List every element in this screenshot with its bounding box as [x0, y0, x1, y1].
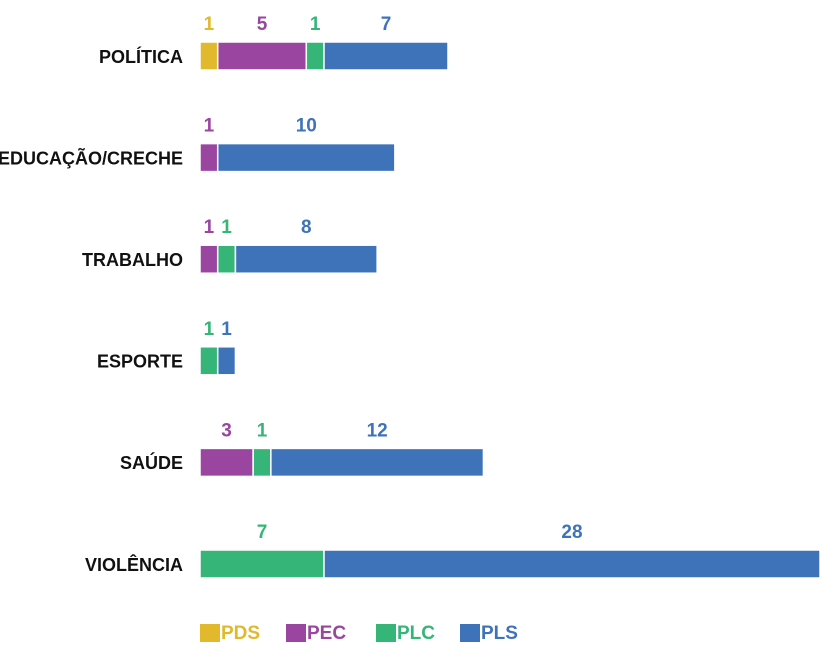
- bar-segment: [234, 244, 378, 274]
- category-label: TRABALHO: [82, 250, 183, 270]
- bar-segment: [305, 41, 325, 71]
- value-label: 1: [204, 319, 215, 340]
- bar-segment: [199, 447, 254, 478]
- bar-segment: [216, 142, 396, 173]
- bar-segment: [199, 549, 325, 579]
- legend-swatch: [460, 624, 480, 642]
- value-label: 3: [221, 420, 232, 441]
- value-label: 1: [257, 420, 268, 441]
- bar-segment: [216, 244, 237, 274]
- bar-segment: [323, 41, 449, 71]
- value-label: 10: [296, 116, 317, 137]
- value-label: 1: [204, 116, 215, 137]
- legend-swatch: [376, 624, 396, 642]
- value-label: 1: [221, 217, 232, 238]
- bar-segment: [199, 346, 219, 376]
- bar-segment: [252, 447, 272, 478]
- value-label: 1: [310, 14, 321, 35]
- category-label: VIOLÊNCIA: [85, 554, 183, 575]
- legend-label: PEC: [307, 623, 346, 644]
- value-label: 1: [204, 217, 215, 238]
- category-label: EDUCAÇÃO/CRECHE: [0, 147, 183, 168]
- value-label: 7: [381, 14, 392, 35]
- bar-segment: [323, 549, 820, 579]
- value-label: 12: [367, 420, 388, 441]
- value-label: 7: [257, 522, 268, 543]
- value-label: 28: [561, 522, 582, 543]
- category-label: SAÚDE: [120, 452, 183, 473]
- category-label: POLÍTICA: [99, 46, 183, 67]
- legend-label: PLS: [481, 623, 518, 644]
- bar-segment: [199, 142, 219, 173]
- category-label: ESPORTE: [97, 352, 183, 372]
- bar-segment: [199, 41, 219, 71]
- legend-swatch: [200, 624, 220, 642]
- bar-segment: [199, 244, 219, 274]
- value-label: 1: [204, 14, 215, 35]
- bar-segment: [216, 346, 237, 376]
- legend-swatch: [286, 624, 306, 642]
- legend-label: PLC: [397, 623, 435, 644]
- value-label: 1: [221, 319, 232, 340]
- value-label: 5: [257, 14, 268, 35]
- value-label: 8: [301, 217, 312, 238]
- legend-label: PDS: [221, 623, 260, 644]
- bar-segment: [270, 447, 485, 478]
- bar-segment: [216, 41, 308, 71]
